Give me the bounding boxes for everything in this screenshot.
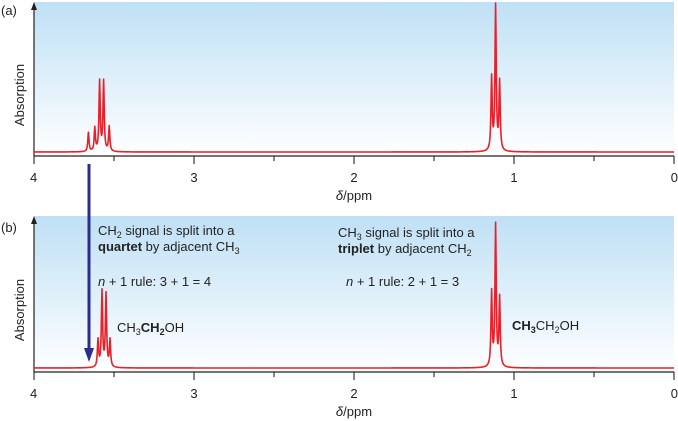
ch3-rule-n: n [346,274,353,289]
ch3-l1-b: signal is split into a [362,225,475,240]
x-tick-label-a: 1 [510,170,517,185]
delta-symbol-b: δ [336,404,344,419]
x-tick-label-a: 3 [190,170,197,185]
ch3-annotation-line1: CH3 signal is split into a [338,225,475,242]
y-axis-label-a: Absorption [12,64,27,126]
ch2-annotation-line1: CH2 signal is split into a [98,223,235,240]
x-tick-label-b: 4 [30,386,37,401]
y-axis-label-b: Absorption [12,279,27,341]
spectrum-trace-a [33,2,675,153]
ch2-f-bold: CH [141,320,160,335]
x-tick-label-b: 3 [190,386,197,401]
x-tick-labels-b: 4 3 2 1 0 [30,386,678,401]
panel-label-a: (a) [1,3,17,18]
ch3-rule-text: + 1 rule: 2 + 1 = 3 [353,274,459,289]
y-axis-arrow-a [31,2,37,10]
ch2-l1-b: signal is split into a [122,223,235,238]
ch2-l2-rest: by adjacent CH [142,239,235,254]
ch2-annotation-line2: quartet by adjacent CH3 [98,239,240,256]
ch2-f-c: OH [165,320,185,335]
ch2-f-sub1: 3 [136,327,141,337]
connector-arrow-head [84,348,94,362]
ch2-annotation: CH2 signal is split into a quartet by ad… [98,223,240,337]
spectrum-panel-a: (a) Absorption 4 3 2 1 0 δ/ppm [1,2,678,203]
x-tick-label-b: 2 [350,386,357,401]
panel-label-b: (b) [1,220,17,235]
ch3-annotation: CH3 signal is split into a triplet by ad… [338,225,579,335]
ch3-formula: CH3CH2OH [512,318,579,335]
ch2-formula: CH3CH2OH [117,320,184,337]
ch3-f-c: OH [560,318,580,333]
ch3-l2-bold: triplet [338,241,375,256]
spectrum-trace-b [33,221,675,369]
ch3-f-bold: CH [512,318,531,333]
x-ticks-b [33,372,675,380]
ch2-l1-a: CH [98,223,117,238]
ch2-l1-sub: 2 [117,230,122,240]
panel-a-background [34,2,674,156]
y-axis-arrow-b [31,216,37,224]
ch2-l2-sub: 3 [235,246,240,256]
ch3-annotation-line2: triplet by adjacent CH2 [338,241,472,258]
ch3-f-sub2: 2 [555,325,560,335]
delta-symbol-a: δ [336,188,344,203]
ch3-f-sub1: 3 [531,325,536,335]
x-unit-a: /ppm [343,188,372,203]
x-tick-label-b: 1 [510,386,517,401]
ch2-l2-bold: quartet [98,239,143,254]
ch3-f-a: CH [536,318,555,333]
x-tick-labels-a: 4 3 2 1 0 [30,170,678,185]
x-tick-label-a: 4 [30,170,37,185]
x-tick-label-b: 0 [671,386,678,401]
x-ticks-a [33,156,675,164]
ch2-rule-text: + 1 rule: 3 + 1 = 4 [105,274,211,289]
connector-arrow [84,164,94,362]
ch3-l2-sub: 2 [467,248,472,258]
ch2-f-a: CH [117,320,136,335]
x-axis-label-a: δ/ppm [336,188,372,203]
ch3-rule: n + 1 rule: 2 + 1 = 3 [346,274,459,289]
x-tick-label-a: 0 [671,170,678,185]
panel-b-background [34,216,674,372]
x-tick-label-a: 2 [350,170,357,185]
ch3-l2-rest: by adjacent CH [374,241,467,256]
ch3-l1-a: CH [338,225,357,240]
ch2-rule-n: n [98,274,105,289]
ch2-rule: n + 1 rule: 3 + 1 = 4 [98,274,211,289]
ch2-f-sub2: 2 [160,327,165,337]
ch3-l1-sub: 3 [357,232,362,242]
x-unit-b: /ppm [343,404,372,419]
x-axis-label-b: δ/ppm [336,404,372,419]
